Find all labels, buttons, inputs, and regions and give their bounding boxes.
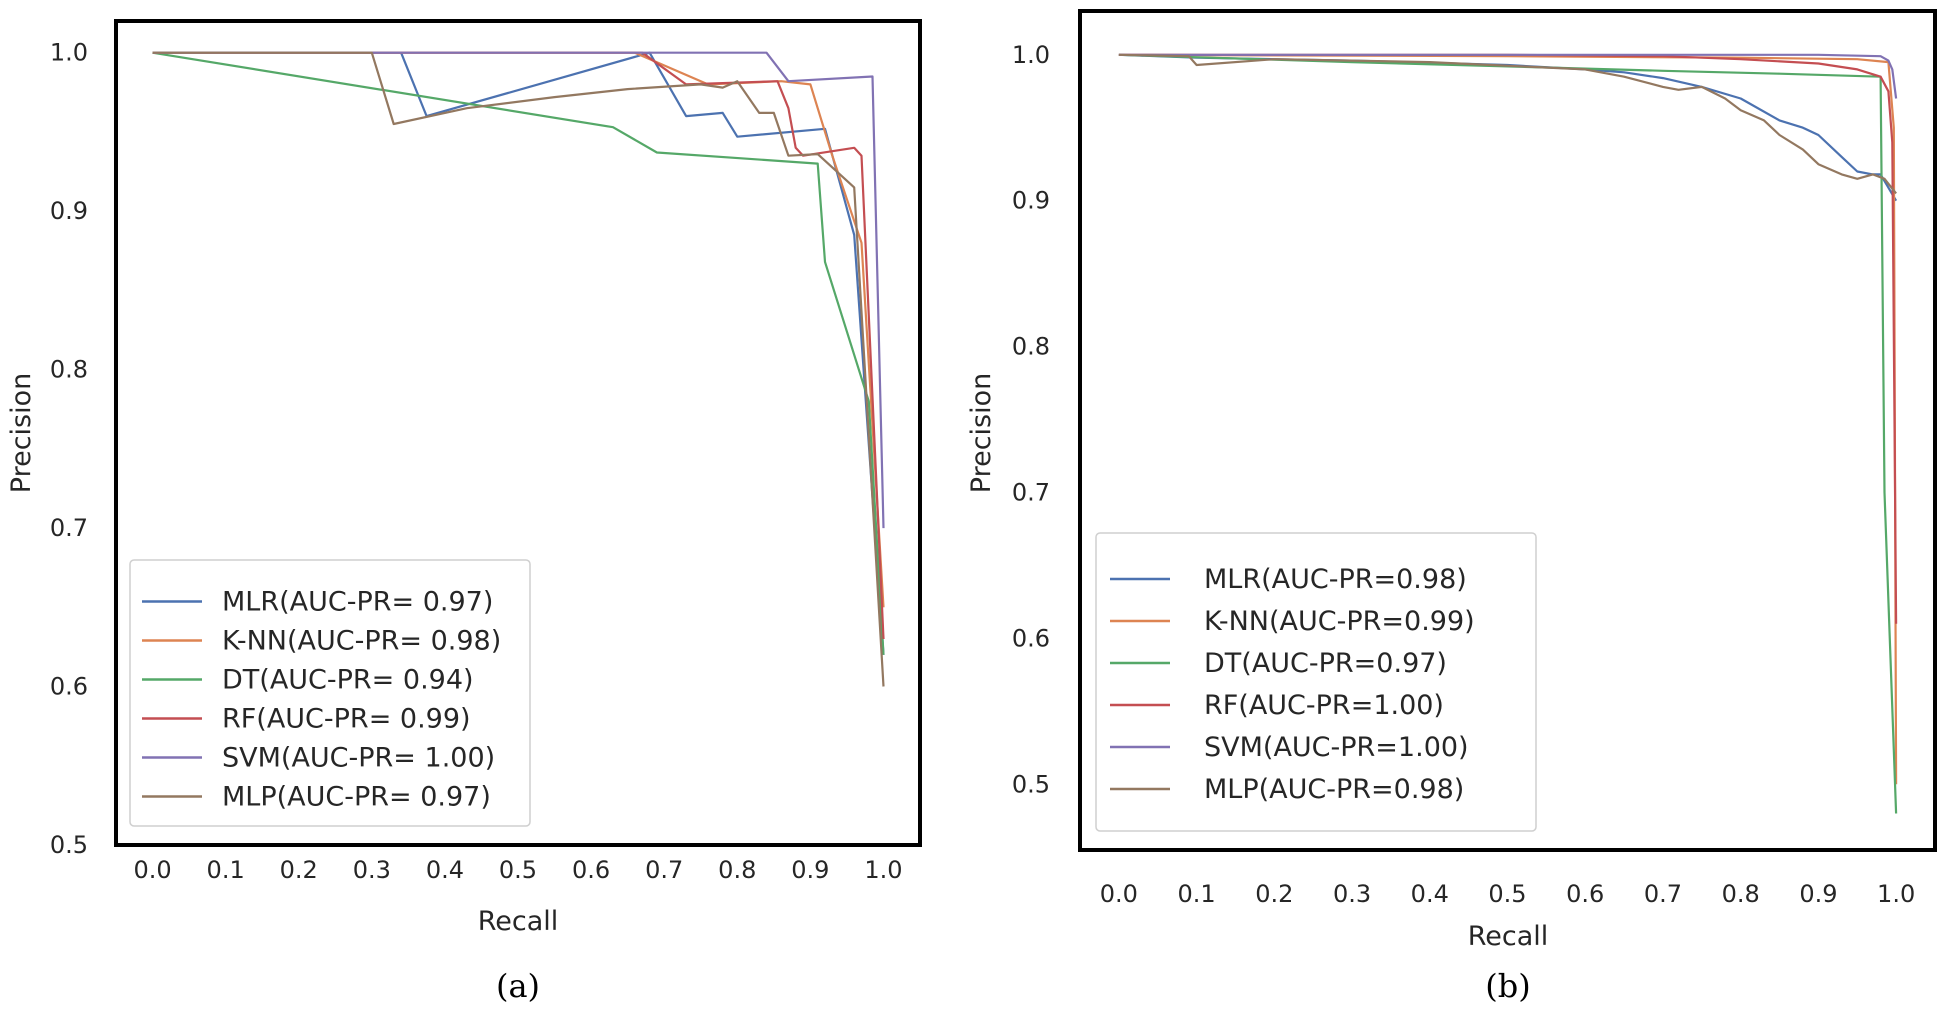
x-tick-label: 0.6 (572, 856, 610, 884)
plot-frame-b (1078, 9, 1937, 852)
y-axis-label-b: Precision (966, 373, 997, 493)
x-tick-label: 0.7 (645, 856, 683, 884)
y-tick-label: 0.8 (1012, 333, 1050, 361)
y-tick-label: 0.5 (50, 831, 88, 859)
y-axis-label-a: Precision (6, 373, 37, 493)
y-tick-label: 0.5 (1012, 770, 1050, 798)
x-tick-label: 0.2 (1255, 880, 1293, 908)
plot-frame-a (114, 19, 922, 847)
chart-panel-b: 0.0 0.1 0.2 0.3 0.4 0.5 0.6 0.7 0.8 0.9 1.0 0.5 0.6 0… (966, 9, 1937, 1005)
legend-box-a (129, 559, 531, 827)
series-line-svm (152, 51, 885, 529)
series-line-k-nn (1118, 53, 1898, 785)
legend-label: RF(AUC-PR= 0.99) (222, 704, 471, 735)
legend-label: MLR(AUC-PR= 0.97) (222, 587, 493, 618)
y-tick-label: 0.6 (50, 673, 88, 701)
x-axis-label-a: Recall (478, 906, 559, 937)
x-tick-label: 0.0 (1100, 880, 1138, 908)
caption-a: (a) (496, 967, 540, 1005)
x-tick-label: 0.9 (1799, 880, 1837, 908)
legend-label: RF(AUC-PR=1.00) (1204, 690, 1444, 721)
y-tick-label: 0.9 (50, 197, 88, 225)
x-tick-label: 0.9 (791, 856, 829, 884)
series-lines-a (152, 51, 885, 687)
x-tick-label: 0.6 (1566, 880, 1604, 908)
y-tick-label: 0.9 (1012, 187, 1050, 215)
x-tick-label: 0.8 (1722, 880, 1760, 908)
series-line-dt (152, 51, 885, 655)
legend-b: MLR(AUC-PR=0.98) K-NN(AUC-PR=0.99) DT(AUC-… (1110, 564, 1475, 805)
x-tick-label: 0.0 (133, 856, 171, 884)
chart-panel-a: 0.0 0.1 0.2 0.3 0.4 0.5 0.6 0.7 0.8 0.9 1.0 0.5 0.6 0… (6, 19, 922, 1005)
y-tick-label: 1.0 (50, 39, 88, 67)
x-tick-label: 0.1 (1178, 880, 1216, 908)
legend-label: SVM(AUC-PR= 1.00) (222, 743, 495, 774)
x-tick-label: 0.5 (499, 856, 537, 884)
x-tick-label: 0.5 (1488, 880, 1526, 908)
x-tick-label: 0.4 (426, 856, 464, 884)
legend-label: K-NN(AUC-PR= 0.98) (222, 626, 501, 657)
series-line-k-nn (152, 51, 885, 608)
x-tick-label: 0.7 (1644, 880, 1682, 908)
x-tick-label: 0.3 (353, 856, 391, 884)
legend-label: MLR(AUC-PR=0.98) (1204, 564, 1467, 595)
series-line-mlr (152, 51, 885, 655)
x-axis-label-b: Recall (1468, 921, 1549, 952)
y-tick-label: 0.6 (1012, 624, 1050, 652)
legend-label: SVM(AUC-PR=1.00) (1204, 732, 1469, 763)
x-tick-label: 1.0 (864, 856, 902, 884)
x-tick-label: 0.4 (1411, 880, 1449, 908)
series-lines-b (1118, 53, 1898, 814)
x-tick-label: 0.2 (280, 856, 318, 884)
caption-b: (b) (1485, 967, 1530, 1005)
y-tick-label: 1.0 (1012, 41, 1050, 69)
series-line-mlr (1118, 53, 1898, 202)
series-line-svm (1118, 53, 1898, 99)
x-tick-label: 0.1 (207, 856, 245, 884)
legend-label: K-NN(AUC-PR=0.99) (1204, 606, 1475, 637)
series-line-dt (1118, 53, 1898, 814)
legend-label: MLP(AUC-PR= 0.97) (222, 782, 491, 813)
y-tick-label: 0.8 (50, 356, 88, 384)
x-tick-label: 1.0 (1877, 880, 1915, 908)
y-tick-label: 0.7 (50, 514, 88, 542)
legend-a: MLR(AUC-PR= 0.97) K-NN(AUC-PR= 0.98) DT(AU… (142, 587, 501, 813)
legend-label: MLP(AUC-PR=0.98) (1204, 774, 1464, 805)
series-line-mlp (152, 51, 885, 687)
legend-label: DT(AUC-PR= 0.94) (222, 665, 474, 696)
series-line-rf (152, 51, 885, 640)
series-line-mlp (1118, 53, 1897, 195)
x-tick-label: 0.8 (718, 856, 756, 884)
legend-box-b (1095, 532, 1537, 832)
x-tick-label: 0.3 (1333, 880, 1371, 908)
y-tick-label: 0.7 (1012, 479, 1050, 507)
legend-label: DT(AUC-PR=0.97) (1204, 648, 1447, 679)
